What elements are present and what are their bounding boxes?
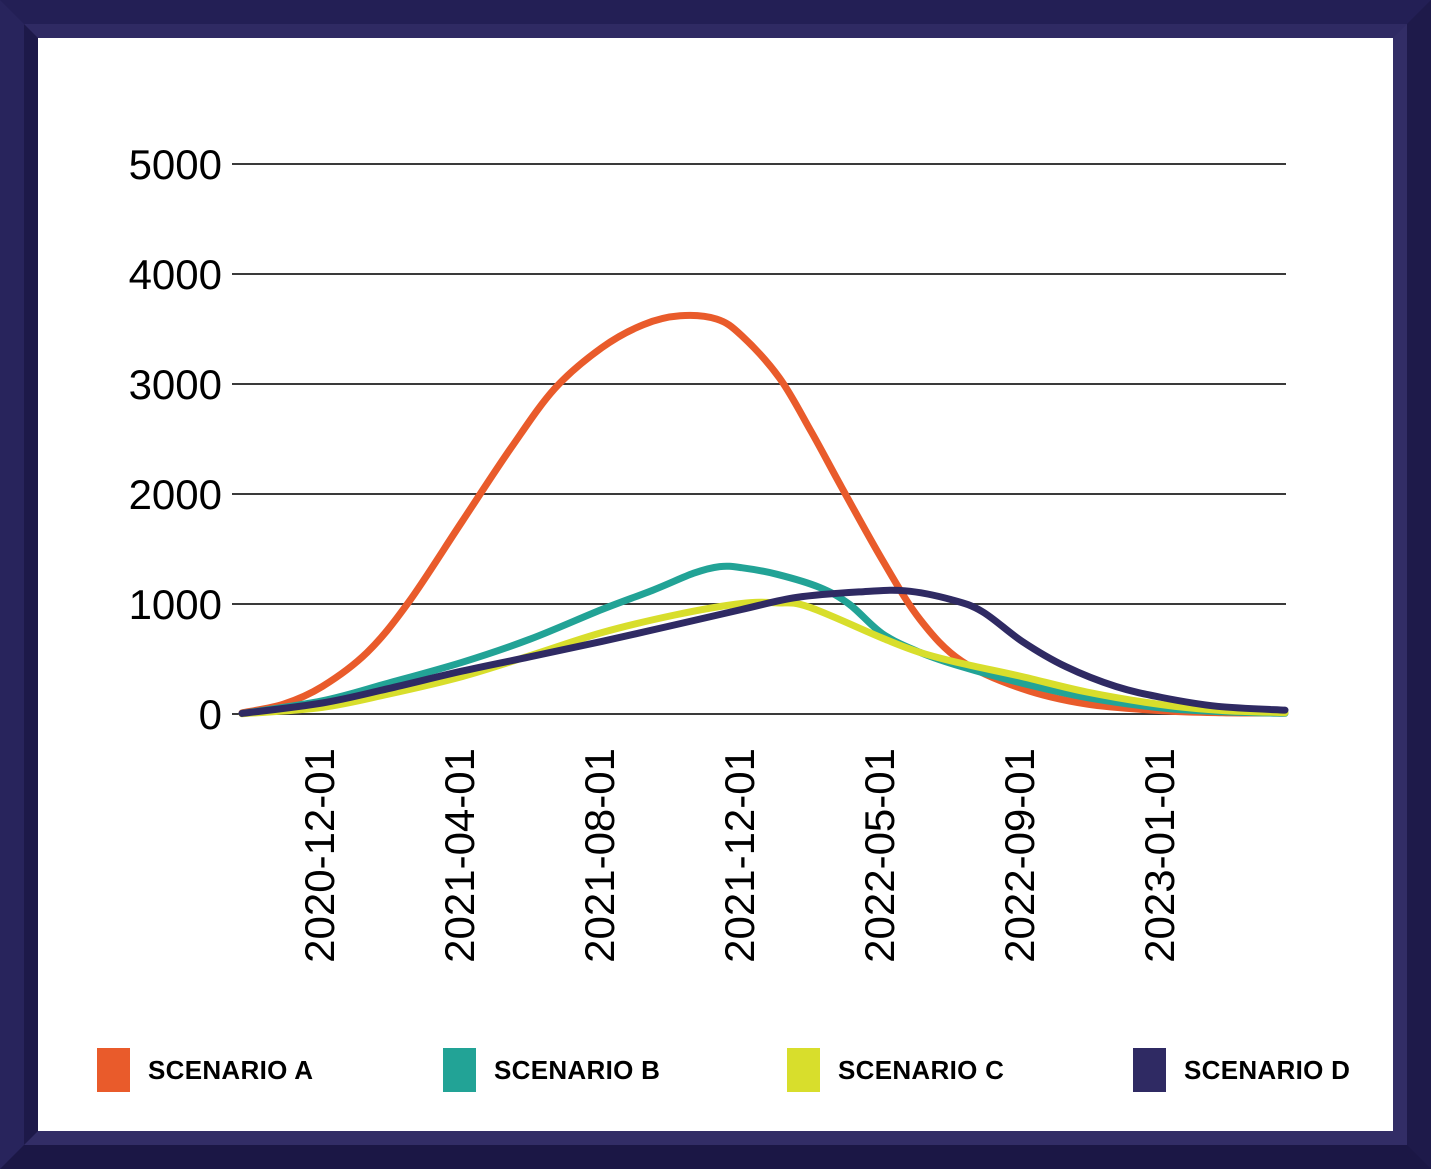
x-tick-label: 2021-08-01 <box>576 748 623 963</box>
x-tick-label: 2022-09-01 <box>996 748 1043 963</box>
legend-label-scenario-c: SCENARIO C <box>838 1054 1005 1085</box>
y-tick-label: 3000 <box>129 361 222 408</box>
legend-item-scenario-a: SCENARIO A <box>97 1048 313 1092</box>
legend-item-scenario-b: SCENARIO B <box>443 1048 660 1092</box>
picture-frame-inner: 0 1000 2000 3000 4000 5000 2020-12-01 2021-04-0… <box>24 24 1407 1145</box>
series-line-scenario-d <box>238 586 1289 717</box>
line-chart: 0 1000 2000 3000 4000 5000 2020-12-01 2021-04-0… <box>129 141 1289 963</box>
legend-swatch-scenario-a <box>97 1048 130 1092</box>
legend-swatch-scenario-c <box>787 1048 820 1092</box>
x-tick-label: 2023-01-01 <box>1136 748 1183 963</box>
legend-item-scenario-d: SCENARIO D <box>1133 1048 1350 1092</box>
x-tick-label: 2021-12-01 <box>716 748 763 963</box>
y-tick-label: 0 <box>199 691 222 738</box>
legend-item-scenario-c: SCENARIO C <box>787 1048 1004 1092</box>
x-tick-label: 2022-05-01 <box>856 748 903 963</box>
legend-swatch-scenario-d <box>1133 1048 1166 1092</box>
x-tick-label: 2021-04-01 <box>436 748 483 963</box>
legend-label-scenario-d: SCENARIO D <box>1184 1054 1351 1085</box>
x-tick-label: 2020-12-01 <box>296 748 343 963</box>
legend-swatch-scenario-b <box>443 1048 476 1092</box>
y-tick-label: 5000 <box>129 141 222 188</box>
y-tick-label: 2000 <box>129 471 222 518</box>
y-tick-label: 1000 <box>129 581 222 628</box>
chart-canvas: 0 1000 2000 3000 4000 5000 2020-12-01 2021-04-0… <box>38 38 1393 1131</box>
series-line-scenario-a <box>238 311 1289 717</box>
legend-label-scenario-a: SCENARIO A <box>148 1054 314 1085</box>
y-tick-label: 4000 <box>129 251 222 298</box>
series-line-scenario-b <box>238 562 1289 717</box>
legend-label-scenario-b: SCENARIO B <box>494 1054 661 1085</box>
